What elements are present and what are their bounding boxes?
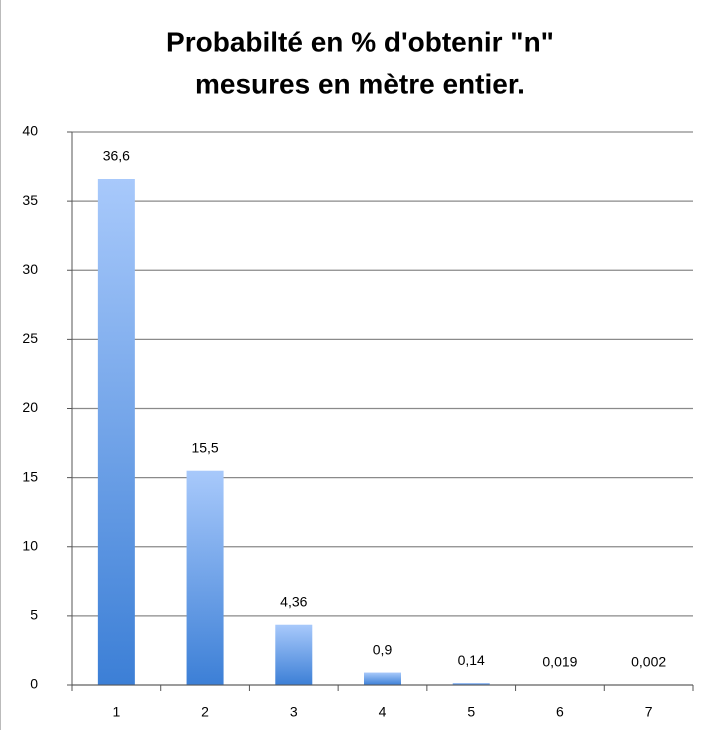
y-tick-label: 20: [22, 399, 38, 415]
y-tick-label: 15: [22, 468, 38, 484]
bar: [452, 683, 490, 685]
y-tick-label: 30: [22, 261, 38, 277]
y-tick-label: 0: [30, 676, 38, 692]
bar: [275, 624, 313, 685]
chart-title: Probabilté en % d'obtenir "n": [166, 26, 554, 57]
x-tick-label: 3: [290, 704, 298, 720]
y-tick-label: 35: [22, 192, 38, 208]
bar: [364, 672, 401, 685]
value-label: 0,019: [542, 653, 577, 669]
bar: [97, 179, 135, 685]
x-tick-label: 4: [379, 704, 387, 720]
x-tick-label: 2: [201, 704, 209, 720]
value-label: 4,36: [280, 593, 307, 609]
value-label: 0,002: [631, 654, 666, 670]
value-label: 0,14: [458, 652, 485, 668]
x-tick-label: 5: [467, 704, 475, 720]
value-label: 15,5: [191, 439, 218, 455]
y-tick-label: 25: [22, 330, 38, 346]
chart-title: mesures en mètre entier.: [195, 68, 525, 99]
x-tick-label: 1: [112, 704, 120, 720]
y-tick-label: 5: [30, 607, 38, 623]
bar: [186, 470, 224, 685]
y-tick-label: 10: [22, 537, 38, 553]
y-tick-label: 40: [22, 123, 38, 139]
x-tick-label: 7: [645, 704, 653, 720]
x-tick-label: 6: [556, 704, 564, 720]
value-label: 0,9: [373, 641, 393, 657]
value-label: 36,6: [103, 148, 130, 164]
